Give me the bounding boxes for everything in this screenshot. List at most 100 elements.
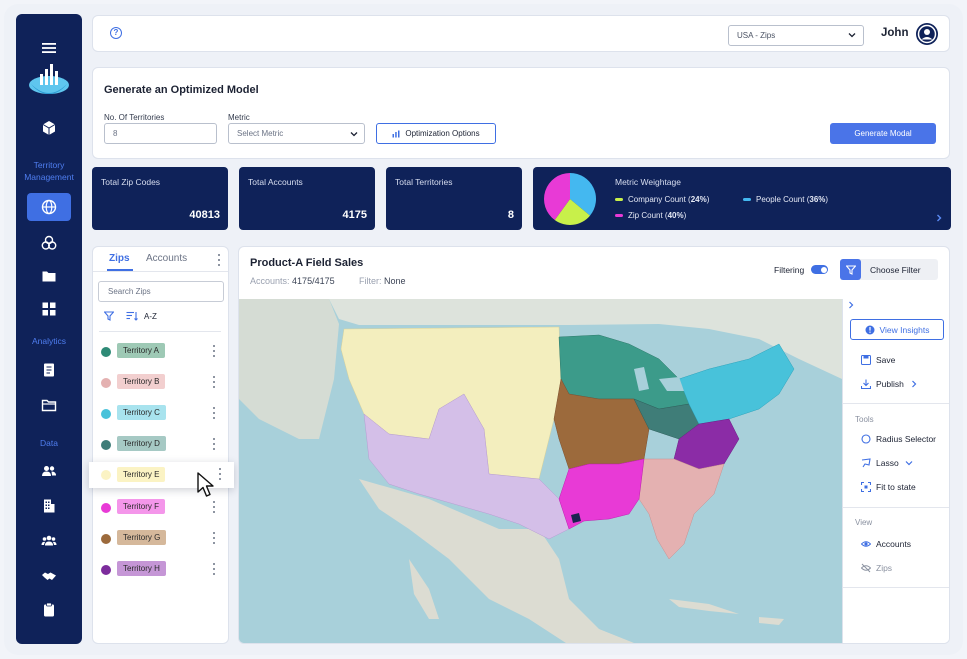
legend-company-count: Company Count (24%) xyxy=(615,195,709,204)
divider xyxy=(843,403,949,404)
territory-list-item[interactable]: Territory D xyxy=(93,435,228,455)
sort-icon[interactable] xyxy=(126,311,138,321)
chevron-right-icon[interactable] xyxy=(935,214,943,222)
region-select[interactable]: USA - Zips xyxy=(728,25,864,46)
map-panel: Product-A Field Sales Accounts: 4175/417… xyxy=(238,246,950,644)
divider xyxy=(843,507,949,508)
more-vertical-icon[interactable] xyxy=(212,501,216,513)
avatar-icon[interactable] xyxy=(916,23,938,45)
divider xyxy=(93,271,228,272)
sidebar: Territory Management Analytics Data xyxy=(16,14,82,644)
legend-percent: 40% xyxy=(667,211,684,220)
divider xyxy=(843,587,949,588)
map-title: Product-A Field Sales xyxy=(250,257,364,269)
menu-icon[interactable] xyxy=(27,34,71,62)
download-icon xyxy=(861,379,871,389)
more-vertical-icon[interactable] xyxy=(217,254,221,266)
tab-accounts[interactable]: Accounts xyxy=(146,253,188,264)
view-heading: View xyxy=(855,518,873,527)
zips-view-label: Zips xyxy=(876,563,893,573)
filter-meta: Filter: None xyxy=(359,276,406,286)
view-insights-button[interactable]: View Insights xyxy=(850,319,944,340)
generate-model-button[interactable]: Generate Modal xyxy=(830,123,936,144)
grid-icon[interactable] xyxy=(27,295,71,323)
clipboard-icon[interactable] xyxy=(27,596,71,624)
group-icon[interactable] xyxy=(27,527,71,555)
lasso-icon xyxy=(861,458,871,468)
legend-swatch xyxy=(743,198,751,201)
stat-card-accounts: Total Accounts 4175 xyxy=(239,167,375,230)
cube-icon[interactable] xyxy=(27,114,71,142)
tab-zips[interactable]: Zips xyxy=(109,253,130,264)
territory-list-item[interactable]: Territory A xyxy=(93,342,228,362)
circle-icon xyxy=(861,434,871,444)
radius-selector-label: Radius Selector xyxy=(876,434,937,444)
more-vertical-icon[interactable] xyxy=(212,407,216,419)
sort-label[interactable]: A-Z xyxy=(144,312,157,321)
view-insights-label: View Insights xyxy=(879,324,930,335)
fit-to-state-button[interactable]: Fit to state xyxy=(861,482,916,492)
filtering-toggle[interactable] xyxy=(811,265,828,274)
choose-filter-label: Choose Filter xyxy=(870,265,921,275)
pie-slice xyxy=(544,173,570,221)
document-icon[interactable] xyxy=(27,356,71,384)
territory-list-item[interactable]: Territory B xyxy=(93,373,228,393)
divider xyxy=(99,331,221,332)
more-vertical-icon[interactable] xyxy=(218,468,222,480)
legend-people-count: People Count (36%) xyxy=(743,195,828,204)
territory-color-dot xyxy=(101,503,111,513)
optimization-options-button[interactable]: Optimization Options xyxy=(376,123,496,144)
metric-select[interactable]: Select Metric xyxy=(228,123,365,144)
save-button[interactable]: Save xyxy=(861,355,895,365)
fit-to-state-label: Fit to state xyxy=(876,482,916,492)
publish-label: Publish xyxy=(876,379,904,389)
more-vertical-icon[interactable] xyxy=(212,563,216,575)
territory-list-item[interactable]: Territory G xyxy=(93,529,228,549)
legend-swatch xyxy=(615,214,623,217)
save-icon xyxy=(861,355,871,365)
territory-color-dot xyxy=(101,470,111,480)
chevron-down-icon xyxy=(848,33,856,38)
view-accounts-toggle[interactable]: Accounts xyxy=(861,539,911,549)
search-zips-input[interactable]: Search Zips xyxy=(98,281,224,302)
folder-open-icon[interactable] xyxy=(27,391,71,419)
save-label: Save xyxy=(876,355,896,365)
section-territory-management: Territory Management xyxy=(24,160,74,182)
territory-list-item[interactable]: Territory F xyxy=(93,498,228,518)
territories-input[interactable]: 8 xyxy=(104,123,217,144)
users-icon[interactable] xyxy=(27,457,71,485)
publish-button[interactable]: Publish xyxy=(861,379,919,389)
more-vertical-icon[interactable] xyxy=(212,376,216,388)
territory-name: Territory D xyxy=(117,436,166,451)
filter-icon[interactable] xyxy=(104,311,114,321)
more-vertical-icon[interactable] xyxy=(212,438,216,450)
metric-weightage-title: Metric Weightage xyxy=(615,177,681,187)
territory-list-item[interactable]: Territory H xyxy=(93,560,228,580)
folder-icon[interactable] xyxy=(27,262,71,290)
choose-filter-button[interactable]: Choose Filter xyxy=(840,259,938,280)
circles-cluster-icon[interactable] xyxy=(27,229,71,257)
stat-value: 40813 xyxy=(189,209,220,221)
help-icon[interactable]: ? xyxy=(110,27,122,39)
chevron-right-icon[interactable] xyxy=(847,301,855,309)
chevron-right-icon xyxy=(911,380,917,388)
stat-card-territories: Total Territories 8 xyxy=(386,167,522,230)
view-zips-toggle[interactable]: Zips xyxy=(861,563,892,573)
territory-map[interactable] xyxy=(239,299,842,643)
territory-list-item[interactable]: Territory C xyxy=(93,404,228,424)
globe-icon[interactable] xyxy=(27,193,71,221)
accounts-meta: Accounts: 4175/4175 xyxy=(250,276,335,286)
accounts-count: 4175/4175 xyxy=(292,276,335,286)
radius-selector-button[interactable]: Radius Selector xyxy=(861,434,936,444)
territory-name: Territory A xyxy=(117,343,166,358)
map-tools-panel: View Insights Save Publish Tools Radius … xyxy=(842,299,949,643)
building-icon[interactable] xyxy=(27,492,71,520)
lasso-button[interactable]: Lasso xyxy=(861,458,914,468)
more-vertical-icon[interactable] xyxy=(212,532,216,544)
territory-name: Territory B xyxy=(117,374,166,389)
stat-value: 8 xyxy=(507,209,514,221)
more-vertical-icon[interactable] xyxy=(212,345,216,357)
eye-off-icon xyxy=(861,563,871,573)
stat-card-zip-codes: Total Zip Codes 40813 xyxy=(92,167,228,230)
handshake-icon[interactable] xyxy=(27,562,71,590)
